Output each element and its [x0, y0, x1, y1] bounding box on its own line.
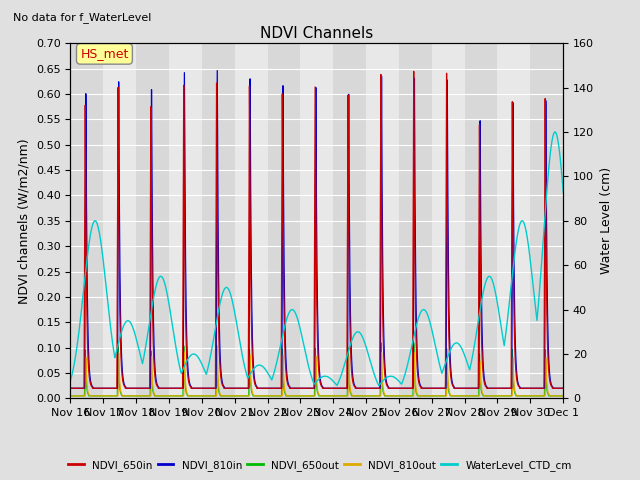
Bar	[333, 43, 366, 398]
Bar	[169, 43, 202, 398]
Bar	[136, 43, 169, 398]
Bar	[497, 43, 531, 398]
Bar	[268, 43, 300, 398]
Bar	[531, 43, 563, 398]
Bar	[70, 43, 103, 398]
Bar	[235, 43, 268, 398]
Bar	[300, 43, 333, 398]
Bar	[103, 43, 136, 398]
Bar	[366, 43, 399, 398]
Legend: NDVI_650in, NDVI_810in, NDVI_650out, NDVI_810out, WaterLevel_CTD_cm: NDVI_650in, NDVI_810in, NDVI_650out, NDV…	[64, 456, 576, 475]
Bar	[465, 43, 497, 398]
Bar	[432, 43, 465, 398]
Y-axis label: Water Level (cm): Water Level (cm)	[600, 167, 612, 275]
Bar	[399, 43, 432, 398]
Bar	[202, 43, 235, 398]
Title: NDVI Channels: NDVI Channels	[260, 25, 373, 41]
Text: No data for f_WaterLevel: No data for f_WaterLevel	[13, 12, 151, 23]
Y-axis label: NDVI channels (W/m2/nm): NDVI channels (W/m2/nm)	[17, 138, 30, 304]
Text: HS_met: HS_met	[80, 48, 129, 60]
